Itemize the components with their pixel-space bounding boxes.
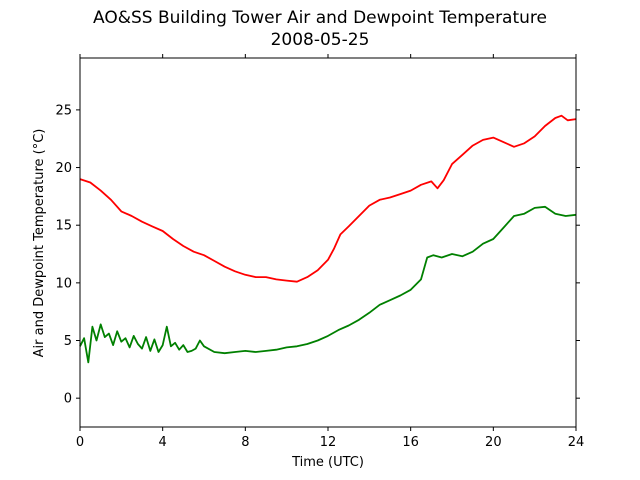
y-tick-label: 20	[55, 161, 72, 176]
y-tick-label: 10	[55, 276, 72, 291]
x-tick-label: 20	[485, 435, 502, 450]
x-tick-label: 12	[320, 435, 337, 450]
x-tick-label: 4	[159, 435, 167, 450]
x-tick-label: 8	[241, 435, 249, 450]
y-axis-label: Air and Dewpoint Temperature (°C)	[32, 129, 47, 358]
series-line-2	[79, 205, 577, 364]
chart-title: AO&SS Building Tower Air and Dewpoint Te…	[92, 8, 547, 28]
chart-subtitle: 2008-05-25	[270, 30, 370, 50]
x-tick-label: 24	[568, 435, 585, 450]
x-axis-label: Time (UTC)	[291, 455, 364, 470]
plot-frame	[79, 57, 577, 428]
x-tick-label: 16	[402, 435, 419, 450]
y-tick-label: 15	[55, 219, 72, 234]
y-tick-label: 5	[64, 334, 72, 349]
series-line-1	[79, 114, 577, 283]
x-tick-label: 0	[76, 435, 84, 450]
y-tick-label: 25	[55, 103, 72, 118]
plot-layer	[79, 114, 577, 364]
ticks-layer: 0 4 8 12 16 20 24 0 5 10 15 20 25	[55, 54, 584, 450]
y-tick-label: 0	[64, 392, 72, 407]
